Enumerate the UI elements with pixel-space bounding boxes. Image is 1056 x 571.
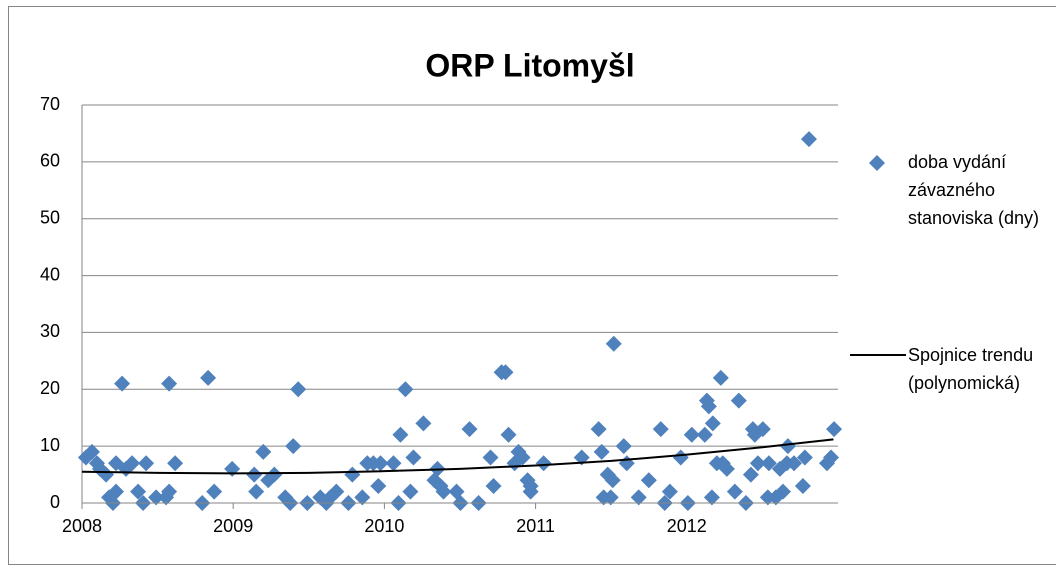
y-tick-label: 20 (40, 378, 60, 398)
data-point (605, 335, 622, 352)
data-point (161, 375, 178, 392)
y-tick-label: 60 (40, 151, 60, 171)
data-point (718, 460, 735, 477)
data-point (615, 438, 632, 455)
data-point (712, 369, 729, 386)
data-point (535, 455, 552, 472)
data-point (749, 455, 766, 472)
data-point (514, 449, 531, 466)
data-point (161, 483, 178, 500)
data-point (683, 426, 700, 443)
data-point (630, 489, 647, 506)
data-point (497, 364, 514, 381)
data-point (522, 477, 539, 494)
data-point (354, 489, 371, 506)
data-point (372, 455, 389, 472)
data-point (696, 426, 713, 443)
data-point (130, 483, 147, 500)
y-tick-label: 30 (40, 321, 60, 341)
data-point (200, 369, 217, 386)
data-point (774, 483, 791, 500)
data-point (754, 421, 771, 438)
legend-label: Spojnice trendu (polynomická) (908, 345, 1034, 393)
y-tick-label: 10 (40, 435, 60, 455)
data-point (742, 466, 759, 483)
data-point (397, 381, 414, 398)
trend-line (81, 438, 834, 475)
x-tick-label: 2008 (62, 516, 102, 536)
data-point (593, 443, 610, 460)
y-tick-label: 40 (40, 264, 60, 284)
legend-marker (869, 155, 885, 171)
y-tick-label: 0 (50, 492, 60, 512)
data-point (779, 438, 796, 455)
data-point (730, 392, 747, 409)
data-point (704, 415, 721, 432)
data-point (672, 449, 689, 466)
data-point (148, 489, 165, 506)
y-tick-label: 70 (40, 94, 60, 114)
chart-title: ORP Litomyšl (425, 47, 634, 83)
data-point (602, 489, 619, 506)
y-tick-label: 50 (40, 207, 60, 227)
x-tick-label: 2011 (516, 516, 555, 536)
data-point (206, 483, 223, 500)
data-point (415, 415, 432, 432)
data-point (500, 426, 517, 443)
data-point (385, 455, 402, 472)
data-point (435, 483, 452, 500)
data-point (255, 443, 272, 460)
data-point (760, 455, 777, 472)
data-point (700, 398, 717, 415)
data-point (285, 438, 302, 455)
x-tick-label: 2010 (364, 516, 404, 536)
data-point (640, 472, 657, 489)
data-point (604, 472, 621, 489)
data-point (652, 421, 669, 438)
data-point (138, 455, 155, 472)
data-point (266, 466, 283, 483)
data-point (246, 466, 263, 483)
data-point (794, 477, 811, 494)
data-point (796, 449, 813, 466)
data-point (405, 449, 422, 466)
data-point (344, 466, 361, 483)
data-point (167, 455, 184, 472)
data-point (83, 443, 100, 460)
data-point (703, 489, 720, 506)
data-point (485, 477, 502, 494)
data-point (726, 483, 743, 500)
data-point (661, 483, 678, 500)
data-point (826, 421, 843, 438)
data-point (248, 483, 265, 500)
data-point (590, 421, 607, 438)
data-point (328, 483, 345, 500)
data-point (114, 375, 131, 392)
data-point (392, 426, 409, 443)
data-point (402, 483, 419, 500)
data-point (800, 131, 817, 148)
data-point (370, 477, 387, 494)
x-tick-label: 2009 (213, 516, 253, 536)
data-point (461, 421, 478, 438)
data-point (108, 483, 125, 500)
data-point (759, 489, 776, 506)
data-point (823, 449, 840, 466)
data-point (786, 455, 803, 472)
data-point (124, 455, 141, 472)
data-point (98, 466, 115, 483)
x-tick-label: 2012 (667, 516, 707, 536)
legend-label: doba vydání závazného stanoviska (dny) (908, 152, 1040, 228)
chart-border (8, 6, 1056, 565)
data-point (290, 381, 307, 398)
data-point (482, 449, 499, 466)
